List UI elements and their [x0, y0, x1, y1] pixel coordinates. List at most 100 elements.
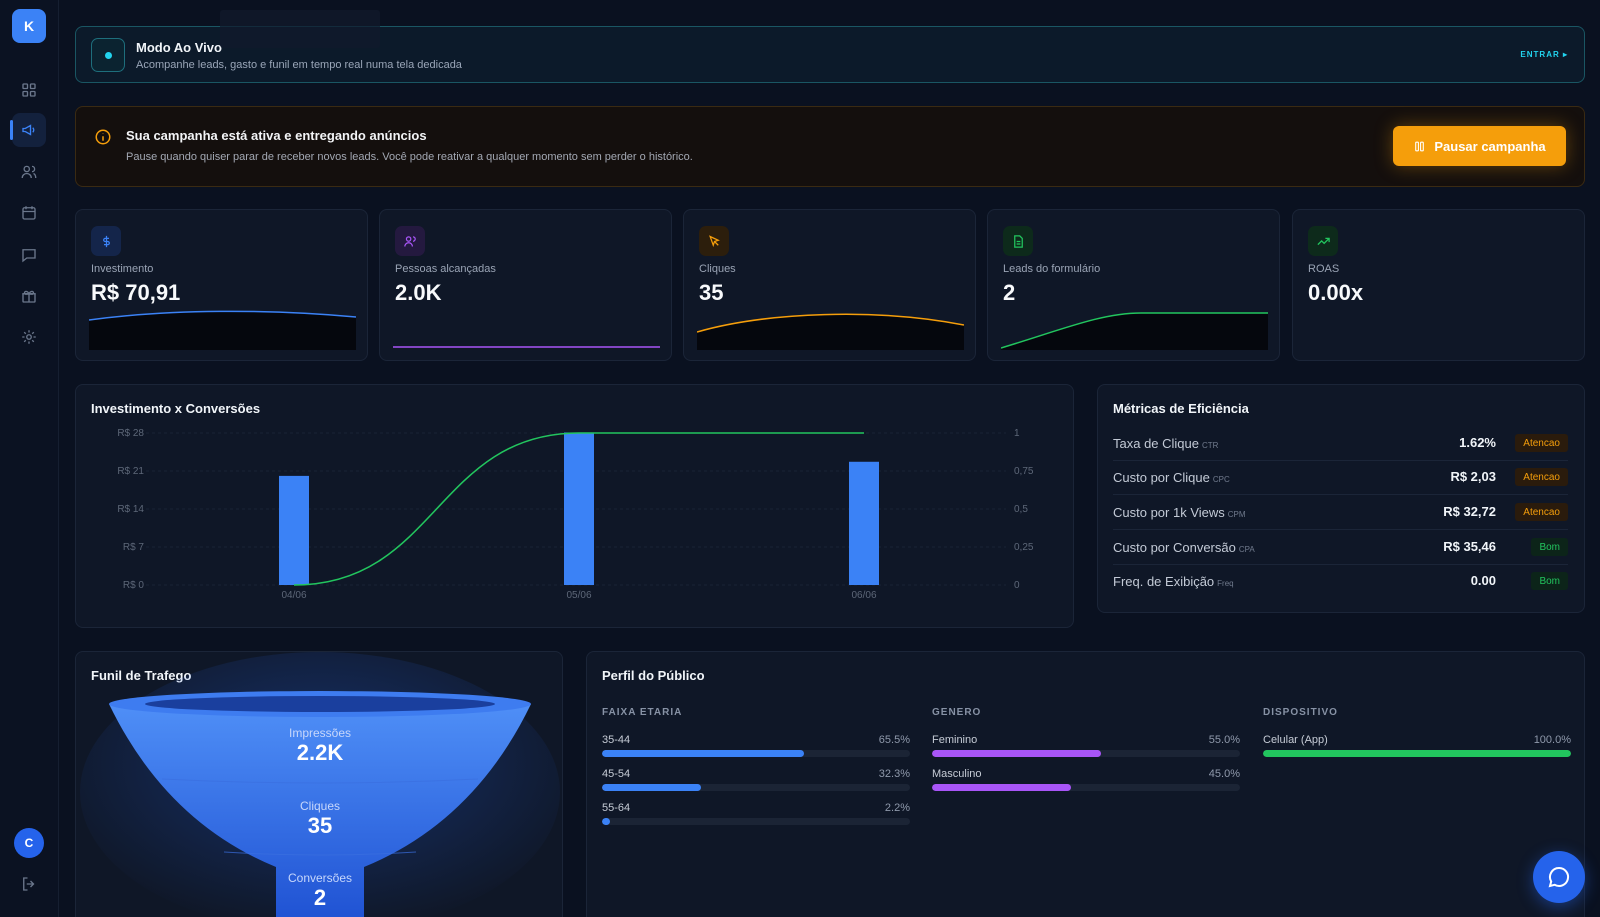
- kpi-value: 2.0K: [395, 280, 442, 305]
- row-percent: 55.0%: [1208, 734, 1240, 746]
- info-icon: [95, 129, 111, 145]
- document-icon: [1013, 234, 1023, 248]
- age-row: 55-64 2.2%: [602, 802, 910, 832]
- funnel-stage-label: Impressões: [288, 726, 352, 740]
- kpi-icon-box: [395, 226, 425, 256]
- bar: [564, 432, 594, 585]
- efficiency-metrics-panel: Métricas de Eficiência Taxa de Clique CTR…: [1097, 384, 1585, 613]
- column-heading: FAIXA ETARIA: [602, 707, 683, 718]
- kpi-icon-box: [91, 226, 121, 256]
- live-enter-link[interactable]: ENTRAR ▸: [1520, 50, 1568, 59]
- efficiency-title: Métricas de Eficiência: [1113, 401, 1249, 416]
- pause-icon: [1415, 141, 1425, 151]
- metric-label: Freq. de Exibição Freq: [1113, 574, 1234, 589]
- nav-campaigns[interactable]: [10, 113, 46, 147]
- kpi-value: 0.00x: [1308, 280, 1364, 305]
- status-badge: Atencao: [1515, 468, 1568, 486]
- kpi-icon-box: [1308, 226, 1338, 256]
- row-label: Masculino: [932, 768, 982, 780]
- kpi-card-investment: Investimento R$ 70,91: [75, 209, 368, 361]
- metric-value: 0.00: [1470, 573, 1496, 588]
- metric-label: Custo por Clique CPC: [1113, 470, 1230, 485]
- row-label: 55-64: [602, 802, 631, 814]
- conversions-line: [293, 432, 864, 586]
- funnel-stage-conversions: Conversões 2: [76, 871, 562, 911]
- kpi-value: R$ 70,91: [91, 280, 181, 305]
- kpi-sparkline: [89, 310, 356, 350]
- alert-subtitle: Pause quando quiser parar de receber nov…: [126, 151, 693, 163]
- column-heading: GENERO: [932, 707, 982, 718]
- cursor-icon: [708, 234, 720, 247]
- kpi-label: Investimento: [91, 263, 154, 275]
- nav-settings[interactable]: [12, 320, 46, 354]
- nav-rewards[interactable]: [12, 279, 46, 313]
- funnel-stage-value: 35: [307, 813, 333, 838]
- logout-icon[interactable]: [20, 875, 38, 893]
- kpi-card-clicks: Cliques 35: [683, 209, 976, 361]
- live-subtitle: Acompanhe leads, gasto e funil em tempo …: [136, 59, 462, 71]
- kpi-sparkline: [393, 346, 660, 348]
- kpi-icon-box: [1003, 226, 1033, 256]
- kpi-icon-box: [699, 226, 729, 256]
- gift-icon: [22, 290, 36, 303]
- kpi-card-roas: ROAS 0.00x: [1292, 209, 1585, 361]
- kpi-label: Pessoas alcançadas: [395, 263, 496, 275]
- progress-fill: [1263, 750, 1571, 757]
- x-tick-label: 04/06: [281, 590, 306, 601]
- bar: [849, 461, 879, 585]
- progress-track: [602, 818, 910, 825]
- calendar-icon: [22, 206, 36, 220]
- row-percent: 45.0%: [1208, 768, 1240, 780]
- nav-users[interactable]: [12, 155, 46, 189]
- y-tick-label: R$ 28: [117, 428, 144, 439]
- metric-row-freq: Freq. de Exibição Freq 0.00 Bom: [1113, 565, 1568, 599]
- y2-tick-label: 0: [1014, 580, 1020, 591]
- traffic-funnel-panel: Funil de Trafego Impressões 2.2K Cliques…: [75, 651, 563, 917]
- trending-up-icon: [1316, 237, 1330, 245]
- progress-track: [932, 750, 1240, 757]
- progress-track: [602, 750, 910, 757]
- user-avatar[interactable]: C: [14, 828, 44, 858]
- progress-fill: [932, 784, 1071, 791]
- pause-campaign-button[interactable]: Pausar campanha: [1393, 126, 1566, 166]
- live-dot-icon: [91, 38, 125, 72]
- row-label: Feminino: [932, 734, 978, 746]
- funnel-stage-value: 2.2K: [296, 740, 344, 765]
- live-mode-banner[interactable]: Modo Ao Vivo Acompanhe leads, gasto e fu…: [75, 26, 1585, 83]
- metric-value: R$ 35,46: [1443, 539, 1496, 554]
- metric-row-ctr: Taxa de Clique CTR 1.62% Atencao: [1113, 427, 1568, 461]
- alert-title: Sua campanha está ativa e entregando anú…: [126, 128, 427, 143]
- nav-messages[interactable]: [12, 238, 46, 272]
- row-percent: 32.3%: [878, 768, 910, 780]
- nav-dashboard[interactable]: [12, 73, 46, 107]
- kpi-label: Leads do formulário: [1003, 263, 1101, 275]
- app-logo[interactable]: K: [12, 9, 46, 43]
- row-label: 45-54: [602, 768, 631, 780]
- progress-fill: [602, 784, 702, 791]
- progress-track: [1263, 750, 1571, 757]
- column-heading: DISPOSITIVO: [1263, 707, 1338, 718]
- kpi-label: Cliques: [699, 263, 736, 275]
- funnel-stage-label: Conversões: [287, 871, 353, 885]
- y-tick-label: R$ 21: [117, 466, 144, 477]
- funnel-stage-value: 2: [313, 885, 327, 910]
- progress-fill: [602, 818, 610, 825]
- pause-campaign-label: Pausar campanha: [1434, 138, 1546, 154]
- chart-title: Investimento x Conversões: [91, 401, 261, 416]
- support-chat-button[interactable]: [1533, 851, 1585, 903]
- live-title: Modo Ao Vivo: [136, 40, 222, 55]
- metric-value: 1.62%: [1459, 435, 1496, 450]
- nav-calendar[interactable]: [12, 196, 46, 230]
- bar: [279, 475, 309, 585]
- kpi-label: ROAS: [1308, 263, 1340, 275]
- dollar-icon: [102, 235, 110, 247]
- metric-value: R$ 32,72: [1443, 504, 1496, 519]
- row-percent: 65.5%: [878, 734, 910, 746]
- y2-tick-label: 0,5: [1014, 504, 1028, 515]
- funnel-stage-clicks: Cliques 35: [76, 799, 562, 839]
- status-badge: Bom: [1531, 572, 1568, 590]
- progress-fill: [932, 750, 1102, 757]
- kpi-card-leads: Leads do formulário 2: [987, 209, 1280, 361]
- age-row: 35-44 65.5%: [602, 734, 910, 764]
- chat-icon: [22, 249, 36, 263]
